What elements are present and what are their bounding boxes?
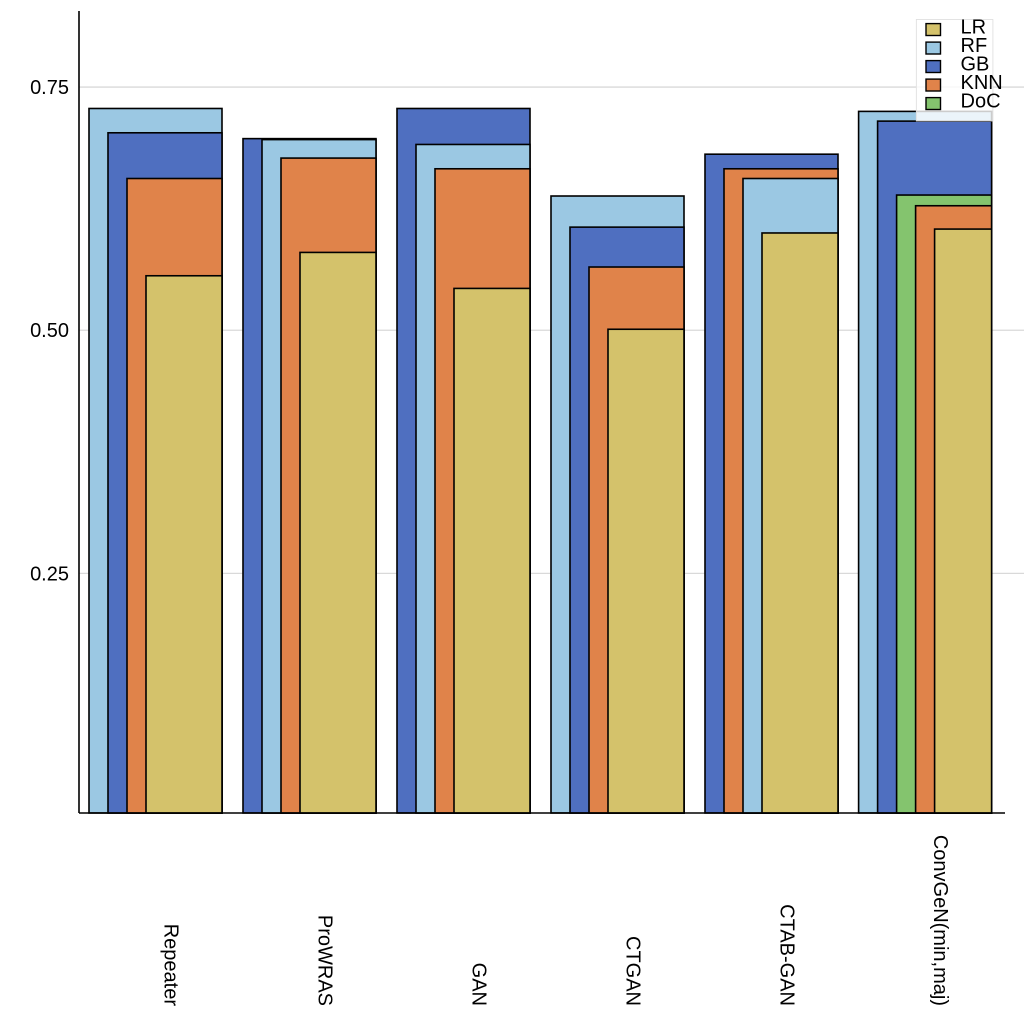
svg-text:CTAB-GAN: CTAB-GAN bbox=[776, 904, 798, 1006]
svg-text:ConvGeN(min,maj): ConvGeN(min,maj) bbox=[929, 835, 951, 1006]
svg-text:0.50: 0.50 bbox=[30, 320, 69, 342]
svg-text:GAN: GAN bbox=[468, 963, 490, 1006]
svg-text:0.75: 0.75 bbox=[30, 77, 69, 99]
svg-text:DoC: DoC bbox=[961, 91, 1001, 113]
svg-text:0.25: 0.25 bbox=[30, 563, 69, 585]
svg-text:ProWRAS: ProWRAS bbox=[314, 915, 336, 1006]
svg-text:CTGAN: CTGAN bbox=[622, 936, 644, 1006]
svg-text:Repeater: Repeater bbox=[160, 924, 182, 1007]
